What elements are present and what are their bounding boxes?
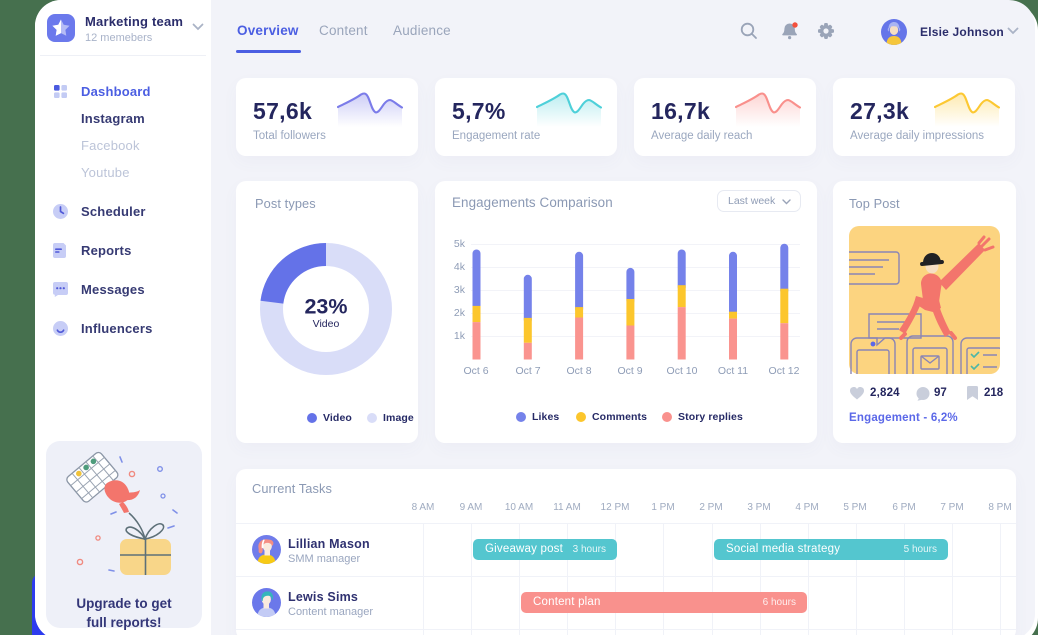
svg-text:23%: 23% (304, 295, 347, 319)
svg-text:Video: Video (313, 318, 340, 330)
